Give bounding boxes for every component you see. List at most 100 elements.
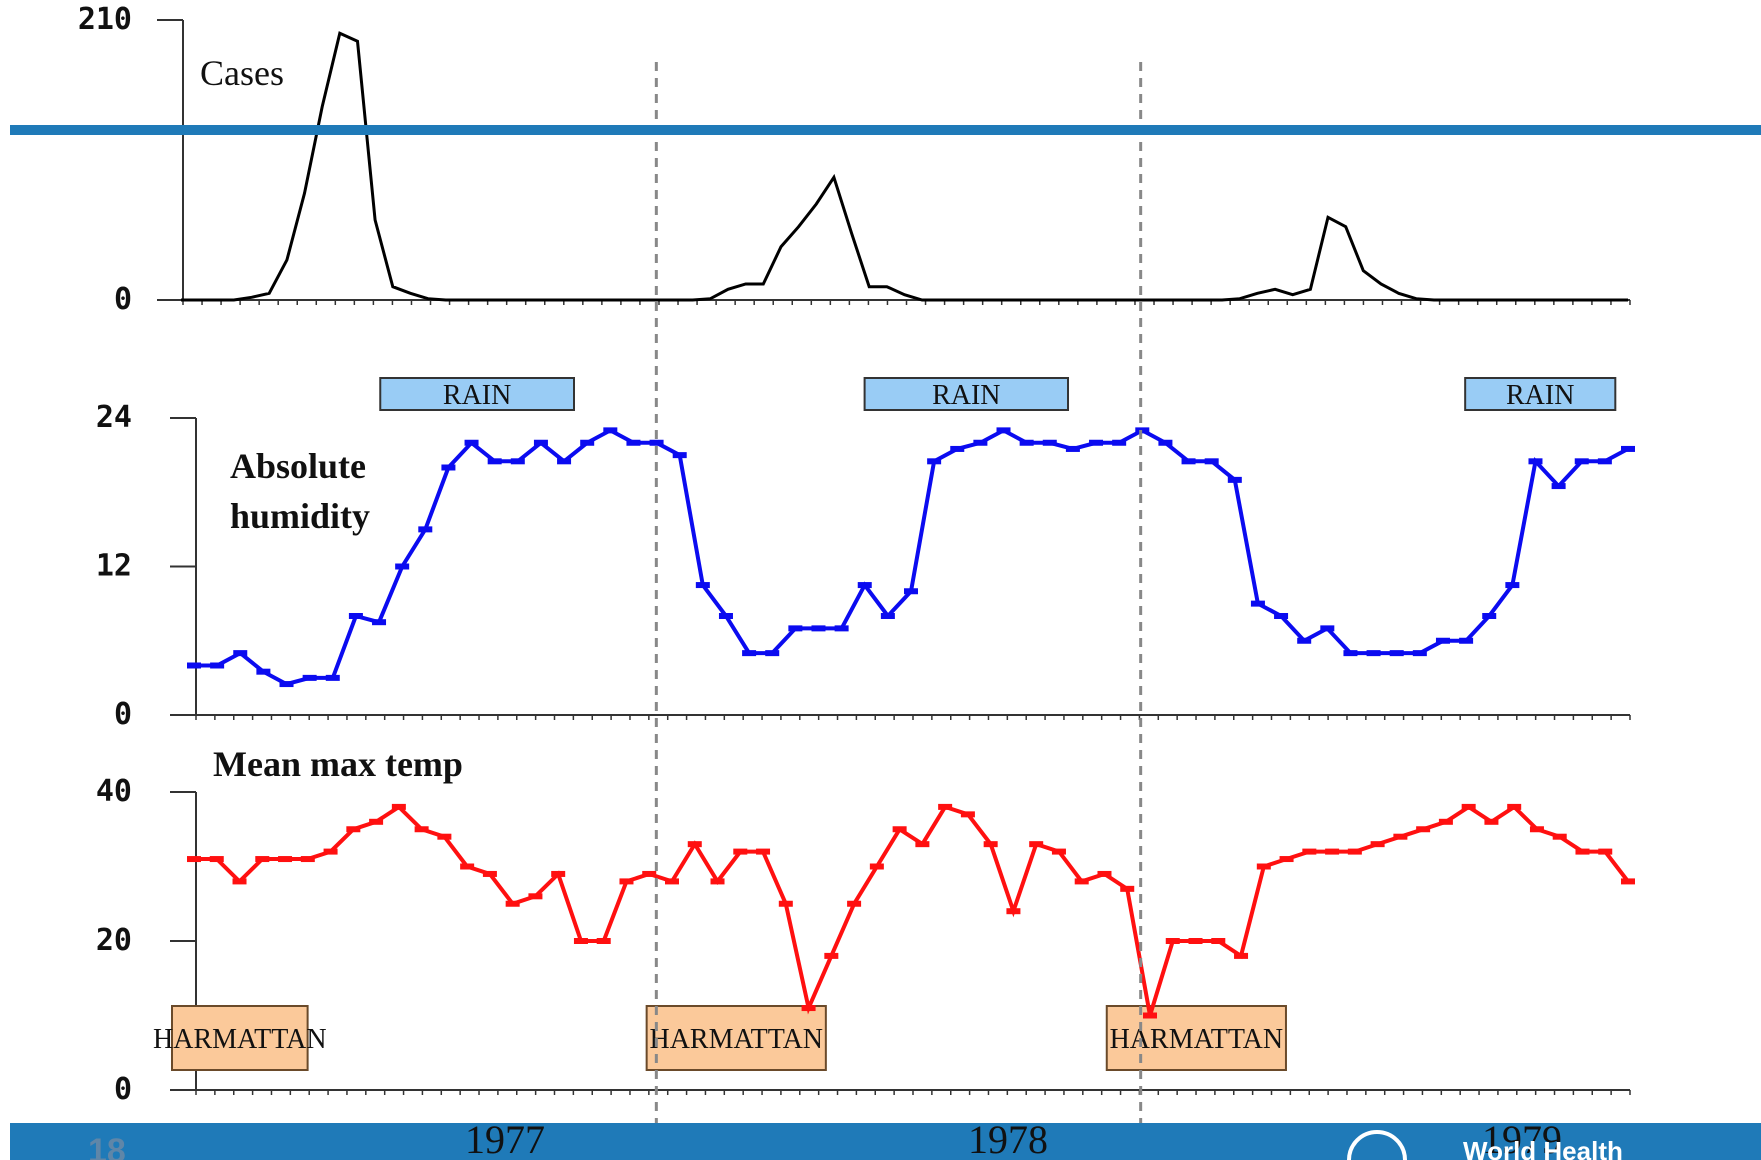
data-point [603,427,618,434]
data-point [1598,848,1613,855]
data-point [279,681,294,688]
data-point [1551,483,1566,490]
data-point [1097,870,1112,877]
data-point [892,826,907,833]
who-logo-icon [1347,1130,1407,1160]
data-point [1505,582,1520,589]
data-point [580,439,595,446]
season-band [863,377,1070,411]
data-point [915,841,930,848]
data-point [391,803,406,810]
data-point [1204,458,1219,465]
data-point [533,439,548,446]
data-point [505,900,520,907]
data-point [1320,625,1335,632]
data-point [1089,439,1104,446]
data-point [1158,439,1173,446]
data-point [418,526,433,533]
data-point [824,952,839,959]
series-line [194,428,1629,687]
series-line [181,31,1628,302]
data-point [1484,818,1499,825]
year-label: 1979 [1482,1117,1562,1160]
data-point [573,938,588,944]
data-point [464,439,479,446]
season-band-label: HARMATTAN [1110,1024,1284,1055]
data-point [1227,476,1242,483]
data-point [1112,439,1127,446]
data-point [1120,885,1135,892]
y-tick-label: 24 [96,400,132,435]
data-point [626,439,641,446]
season-band-label: HARMATTAN [153,1024,327,1055]
data-point [395,563,410,570]
data-point [372,619,387,626]
y-tick-label: 0 [114,1072,132,1107]
data-point [1366,650,1381,657]
data-point [880,613,895,619]
data-point [1143,1012,1157,1019]
data-point [1006,908,1021,915]
data-point [788,625,803,632]
data-point [811,625,826,632]
data-point [1302,848,1317,855]
series-title: Mean max temp [213,744,463,784]
season-band [1105,1005,1287,1071]
season-band-label: HARMATTAN [649,1024,823,1055]
data-point [1135,427,1150,434]
year-label: 1977 [465,1117,545,1160]
data-point [302,674,317,681]
data-point [1019,439,1034,446]
series-title-line: Absolute [230,446,366,486]
data-point [973,439,988,446]
data-point [938,803,953,810]
cases-panel: 210 0 Cases [78,2,1631,317]
data-point [834,625,849,632]
data-point [742,650,757,657]
data-point [210,662,225,669]
data-point [1029,841,1044,848]
data-point [596,938,611,944]
season-band [645,1005,827,1071]
data-point [847,900,862,907]
data-point [551,870,566,877]
data-point [346,826,361,833]
data-point [1181,458,1196,465]
data-point [718,613,733,619]
data-point [557,458,572,465]
data-point [1188,938,1203,944]
data-point [642,870,657,877]
y-tick-label: 0 [114,697,132,732]
data-point [1529,826,1544,833]
data-point [1482,613,1497,619]
temperature-panel: 40 20 0 Mean max temp HARMATTAN HARMATTAN HARM… [96,744,1635,1107]
data-point [1325,848,1340,855]
data-point [1412,650,1427,657]
data-point [1256,863,1271,870]
data-point [960,811,975,818]
data-point [1042,439,1057,446]
data-point [187,856,201,863]
data-point [778,900,793,907]
data-point [232,878,247,885]
data-point [687,841,702,848]
data-point [1575,848,1590,855]
data-point [1347,848,1362,855]
data-point [255,856,270,863]
data-point [482,870,497,877]
data-point [460,863,475,870]
data-point [1621,878,1635,885]
data-point [256,668,271,675]
data-point [1274,613,1289,619]
y-tick-label: 12 [96,549,132,584]
data-point [904,588,918,595]
data-point [1051,848,1066,855]
data-point [710,878,725,885]
data-point [765,650,780,657]
footer-brand: World Health [1463,1136,1623,1160]
data-point [1279,856,1294,863]
data-point [1507,803,1522,810]
data-point [1343,650,1358,657]
data-point [857,582,872,589]
